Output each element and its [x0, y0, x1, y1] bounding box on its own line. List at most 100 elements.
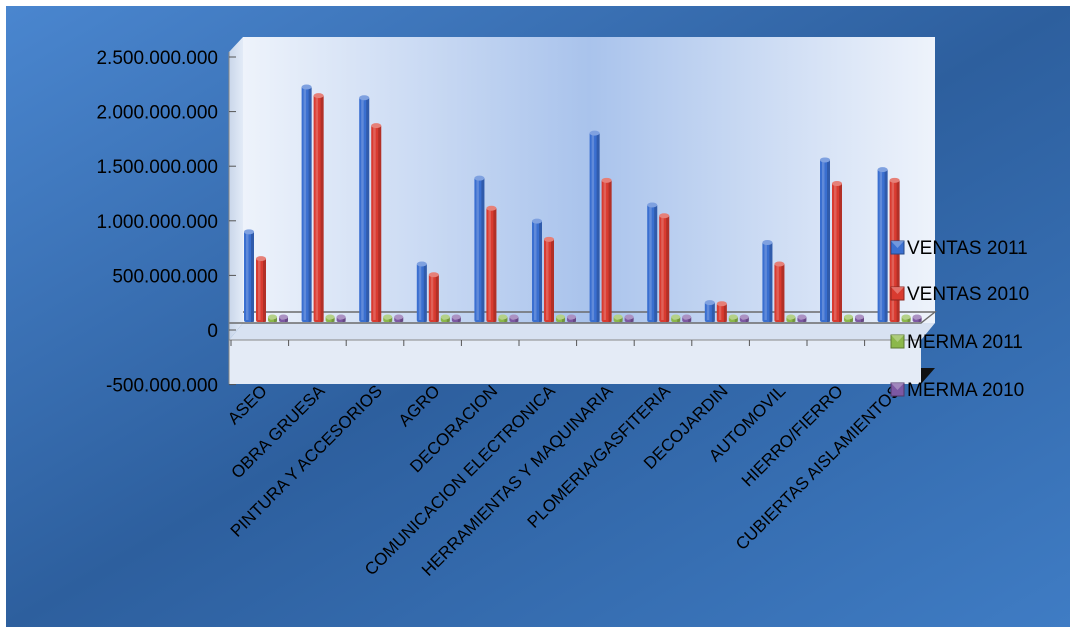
- bar-shadow: [366, 97, 370, 323]
- bar-shadow: [619, 317, 623, 322]
- bar-cap: [244, 229, 254, 235]
- bar-cap: [279, 314, 288, 320]
- bar-cap: [728, 314, 738, 320]
- bar-cap: [325, 314, 335, 320]
- bar-highlight: [776, 265, 779, 320]
- bar-highlight: [546, 240, 549, 320]
- bar-cap: [844, 314, 853, 320]
- bar-highlight: [834, 184, 837, 320]
- bar-shadow: [688, 317, 692, 322]
- bar-cap: [268, 314, 277, 320]
- bar-shadow: [608, 180, 612, 322]
- plot-floor: [229, 323, 935, 340]
- bar-shadow: [308, 87, 312, 322]
- legend-swatch-highlight: [891, 241, 904, 248]
- legend-label: MERMA 2010: [907, 380, 1024, 401]
- bar-shadow: [792, 317, 796, 322]
- legend-swatch-highlight: [891, 383, 904, 390]
- bar-cap: [832, 181, 842, 187]
- y-tick-label: 1.000.000.000: [96, 212, 218, 233]
- bar-cap: [716, 301, 727, 307]
- bar-shadow: [723, 303, 727, 322]
- bar-cap: [394, 314, 404, 320]
- bar-cap: [601, 177, 612, 183]
- bar-shadow: [677, 317, 681, 322]
- bar-cap: [440, 314, 450, 320]
- bar-cap: [359, 95, 370, 101]
- bar-shadow: [562, 317, 565, 322]
- plot-side-wall: [229, 37, 243, 340]
- bar-cap: [682, 314, 692, 320]
- legend-swatch-highlight: [891, 335, 904, 342]
- bar-shadow: [446, 317, 450, 322]
- bar-shadow: [251, 231, 254, 322]
- bar-shadow: [573, 317, 576, 322]
- bar-shadow: [551, 239, 554, 322]
- y-tick-label: 1.500.000.000: [96, 157, 218, 178]
- bar-shadow: [331, 317, 335, 322]
- bar-highlight: [361, 98, 364, 321]
- bar-shadow: [481, 178, 485, 322]
- legend: VENTAS 2011 VENTAS 2010 MERMA 2011 MERMA 20…: [890, 238, 1029, 401]
- bar-shadow: [320, 95, 324, 322]
- bar-shadow: [596, 133, 600, 322]
- bar-highlight: [764, 243, 767, 320]
- legend-label: MERMA 2011: [907, 332, 1023, 353]
- bar-highlight: [661, 216, 664, 320]
- y-tick-label: 2.500.000.000: [96, 48, 218, 69]
- bar-cap: [704, 300, 715, 306]
- y-tick-label: 500.000.000: [112, 266, 218, 287]
- bar-shadow: [803, 317, 807, 322]
- y-tick-label: -500.000.000: [106, 376, 218, 397]
- bar-cap: [474, 175, 485, 181]
- bar-highlight: [603, 181, 607, 320]
- series-merma-2010: [279, 314, 922, 322]
- bar-shadow: [734, 317, 738, 322]
- bar-shadow: [850, 317, 853, 322]
- bar-cap: [567, 314, 576, 320]
- bar-cap: [486, 205, 497, 211]
- bar-highlight: [258, 259, 261, 320]
- bar-cap: [889, 177, 900, 183]
- bar-shadow: [515, 317, 519, 322]
- bar-shadow: [654, 205, 658, 322]
- bar-highlight: [303, 88, 307, 320]
- bar-highlight: [591, 134, 595, 320]
- bar-cap: [509, 314, 519, 320]
- y-tick-label: 2.000.000.000: [96, 103, 218, 124]
- gridlines: [228, 52, 938, 384]
- bar-highlight: [822, 160, 825, 320]
- bar-cap: [336, 314, 346, 320]
- bar-cap: [901, 314, 911, 320]
- plot-back-wall: [243, 37, 935, 323]
- bar-cap: [532, 218, 542, 224]
- bar-cap: [383, 314, 393, 320]
- bar-shadow: [861, 317, 864, 322]
- bar-cap: [556, 314, 565, 320]
- bar-shadow: [666, 215, 670, 322]
- bar-cap: [797, 314, 807, 320]
- y-axis: 2.500.000.000 2.000.000.000 1.500.000.000 1…: [96, 48, 236, 397]
- bar-shadow: [918, 317, 922, 322]
- bar-shadow: [378, 125, 382, 322]
- bar-shadow: [539, 221, 542, 322]
- legend-swatch-highlight: [891, 287, 904, 294]
- bar-shadow: [839, 183, 842, 322]
- bar-shadow: [493, 208, 497, 322]
- bar-highlight: [718, 304, 722, 320]
- bar-cap: [739, 314, 749, 320]
- legend-label: VENTAS 2011: [907, 238, 1028, 259]
- bar-shadow: [435, 274, 439, 322]
- bar-cap: [498, 314, 508, 320]
- bar-highlight: [488, 209, 491, 320]
- bar-highlight: [315, 96, 319, 320]
- bar-shadow: [769, 242, 773, 322]
- bar-shadow: [389, 317, 393, 322]
- bar-cap: [428, 272, 439, 278]
- bar-shadow: [457, 317, 461, 322]
- bar-shadow: [781, 264, 785, 322]
- bar-shadow: [884, 169, 888, 322]
- bar-cap: [762, 240, 773, 246]
- bar-shadow: [907, 317, 911, 322]
